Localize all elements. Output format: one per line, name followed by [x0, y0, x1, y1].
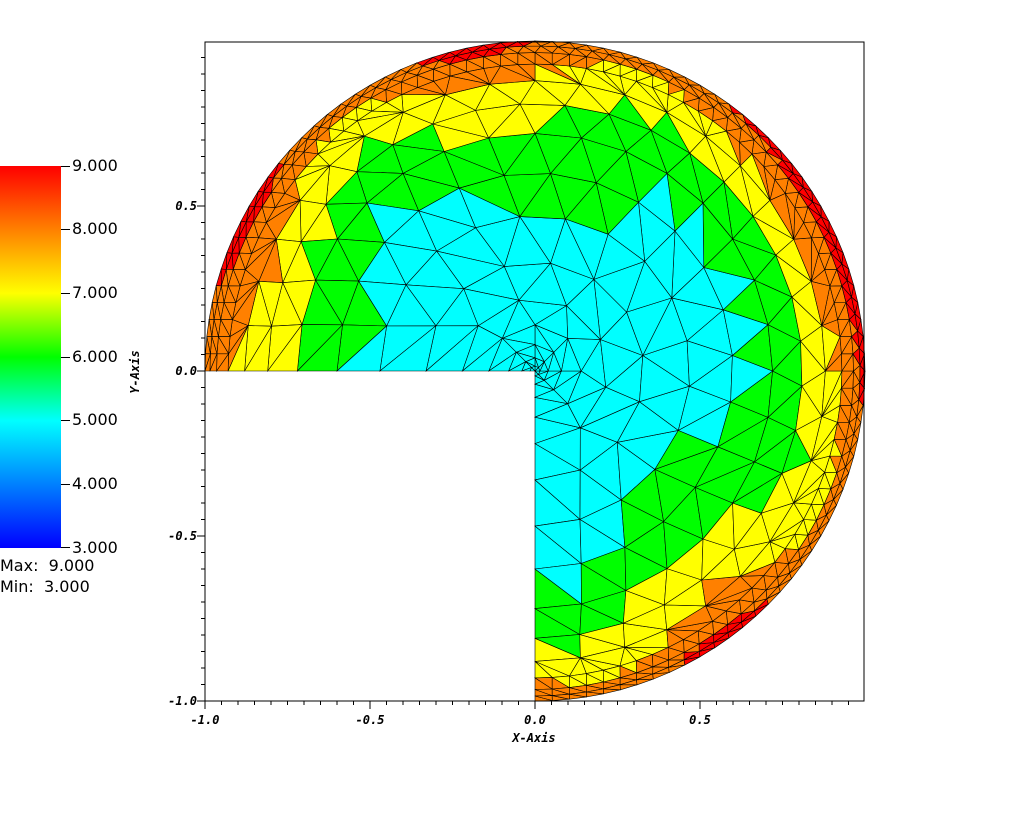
legend-tick: [61, 547, 70, 548]
max-label: Max:: [0, 556, 39, 575]
legend-tick: [61, 420, 70, 421]
max-value: 9.000: [48, 556, 95, 575]
x-tick-label: 0.5: [689, 713, 711, 727]
mesh-cell: [461, 338, 503, 372]
legend-tick: [61, 293, 70, 294]
legend-label: 6.000: [72, 347, 118, 366]
y-tick-label: -1.0: [168, 694, 197, 708]
mesh-cell: [226, 236, 234, 254]
mesh-cell: [425, 324, 479, 372]
mesh-cell: [220, 252, 228, 270]
y-tick-label: 0.5: [175, 199, 197, 213]
mesh-cell: [487, 351, 517, 372]
mesh-cell: [227, 325, 249, 372]
x-tick-label: -1.0: [191, 713, 220, 727]
legend-tick: [61, 484, 70, 485]
mesh-cell: [379, 325, 437, 372]
mesh-cell: [211, 285, 218, 304]
mesh-cell: [209, 353, 218, 372]
x-tick-label: -0.5: [356, 713, 385, 727]
y-tick-label: -0.5: [168, 529, 197, 543]
y-tick-label: 0.0: [175, 364, 197, 378]
mesh-cell: [267, 323, 303, 372]
legend-tick: [61, 229, 70, 230]
mesh-cell: [244, 326, 272, 372]
axis-ticks: -1.0 -0.5 0.0 0.5 -1.0 -0.5 0.0 0.5: [168, 57, 849, 727]
mesh-layer: [204, 40, 866, 702]
legend-color-bar: [0, 166, 61, 548]
max-readout: Max: 9.000: [0, 557, 94, 575]
mesh-cell: [216, 352, 229, 372]
legend-label-min: 3.000: [72, 538, 118, 557]
legend-tick: [61, 357, 70, 358]
min-readout: Min: 3.000: [0, 578, 90, 596]
legend-label: 7.000: [72, 283, 118, 302]
mesh-cell: [508, 361, 527, 372]
min-value: 3.000: [43, 577, 90, 596]
x-tick-label: 0.0: [524, 713, 546, 727]
legend-tick: [61, 166, 70, 167]
x-axis-label: X-Axis: [511, 731, 555, 745]
mesh-cell: [296, 323, 343, 372]
mesh-cell: [215, 268, 222, 287]
mesh-cell: [521, 366, 533, 372]
legend-label: 8.000: [72, 219, 118, 238]
min-label: Min:: [0, 577, 34, 596]
mesh-cell: [336, 325, 388, 372]
y-axis-label: Y-Axis: [128, 350, 142, 393]
legend-label: 4.000: [72, 474, 118, 493]
mesh-cell: [204, 353, 211, 372]
mesh-cell: [619, 684, 638, 691]
legend-label: 5.000: [72, 410, 118, 429]
legend-label-max: 9.000: [72, 156, 118, 175]
